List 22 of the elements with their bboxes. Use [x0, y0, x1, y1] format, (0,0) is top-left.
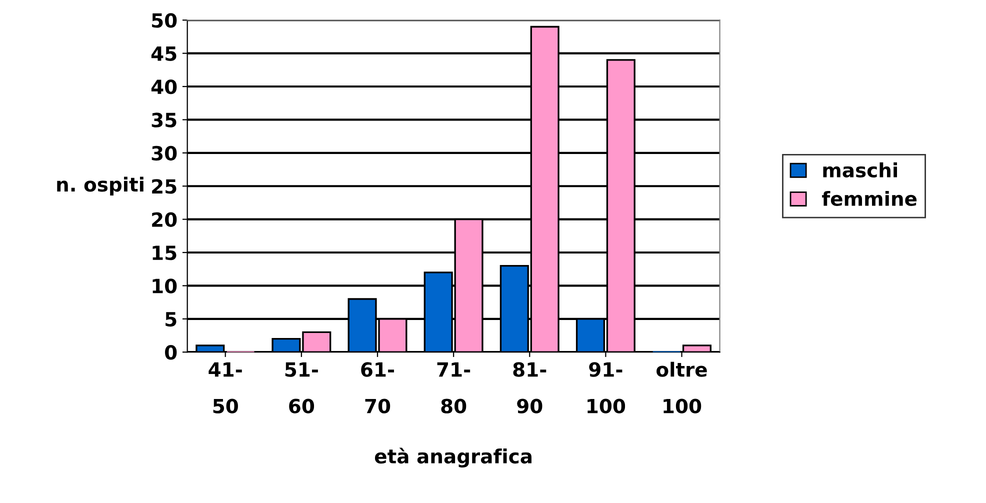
- y-tick-label: 0: [165, 345, 177, 360]
- y-tick-label: 20: [152, 212, 177, 227]
- y-tick-label: 25: [152, 179, 176, 194]
- legend-label: femmine: [822, 190, 917, 206]
- legend-label: maschi: [823, 162, 897, 178]
- y-axis-title: n. ospiti: [57, 176, 144, 196]
- x-tick-label: oltre 100: [656, 362, 707, 414]
- x-tick-label: 61- 70: [361, 362, 394, 414]
- y-tick-label: 30: [152, 146, 177, 161]
- y-tick-label: 45: [151, 46, 176, 61]
- y-tick-label: 50: [152, 13, 177, 28]
- y-tick-label: 35: [152, 112, 176, 128]
- y-tick-label: 5: [166, 312, 176, 327]
- y-tick-label: 40: [151, 79, 177, 94]
- x-tick-label: 51- 60: [285, 362, 318, 414]
- y-tick-label: 15: [152, 246, 176, 260]
- x-tick-label: 41- 50: [208, 362, 242, 414]
- x-tick-label: 91- 100: [588, 362, 626, 414]
- x-axis-title: età anagrafica: [374, 448, 532, 468]
- x-tick-label: 81- 90: [513, 362, 546, 414]
- y-tick-label: 10: [152, 278, 177, 294]
- x-tick-label: 71- 80: [437, 362, 470, 414]
